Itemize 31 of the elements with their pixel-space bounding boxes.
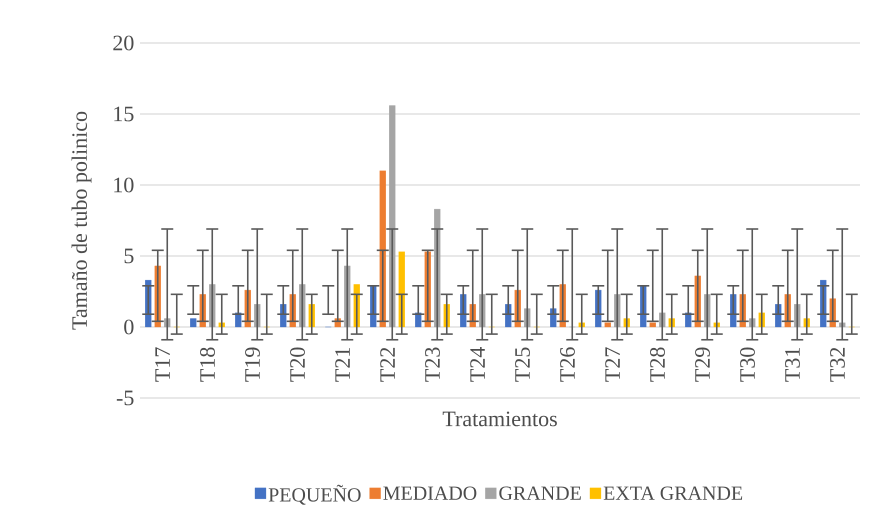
x-tick-label: T26 (560, 347, 575, 382)
legend-label: PEQUEÑO (268, 484, 361, 505)
x-axis-title: Tratamientos (442, 412, 557, 426)
x-tick-label: T29 (695, 348, 710, 382)
bar (604, 322, 611, 328)
x-tick-label: T20 (290, 347, 305, 382)
y-tick-label: -5 (116, 390, 134, 406)
x-tick-label: T19 (245, 348, 260, 382)
x-tick-label: T22 (380, 348, 395, 382)
x-tick-label: T18 (200, 347, 215, 382)
y-tick-label: 20 (113, 36, 134, 50)
y-tick-label: 5 (124, 248, 134, 264)
x-tick-label: T28 (650, 347, 665, 382)
x-tick-label: T25 (515, 348, 530, 382)
x-tick-label: T30 (740, 347, 755, 382)
y-tick-label: 10 (114, 178, 134, 192)
bar (190, 318, 196, 328)
legend-label: MEDIADO (383, 486, 476, 500)
x-tick-label: T17 (155, 347, 170, 382)
x-tick-label: T32 (830, 348, 845, 382)
y-tick-label: 15 (114, 106, 134, 122)
y-axis-title: Tamaño de tubo polinico (72, 112, 92, 330)
x-tick-label: T21 (335, 348, 350, 382)
x-tick-label: T23 (425, 348, 440, 382)
x-tick-label: T27 (605, 347, 620, 382)
y-tick-label: 0 (124, 320, 134, 334)
x-tick-label: T24 (470, 346, 485, 382)
bar (650, 322, 656, 328)
legend-label: EXTA GRANDE (604, 486, 742, 500)
legend-label: GRANDE (499, 486, 581, 500)
x-tick-label: T31 (785, 348, 800, 382)
